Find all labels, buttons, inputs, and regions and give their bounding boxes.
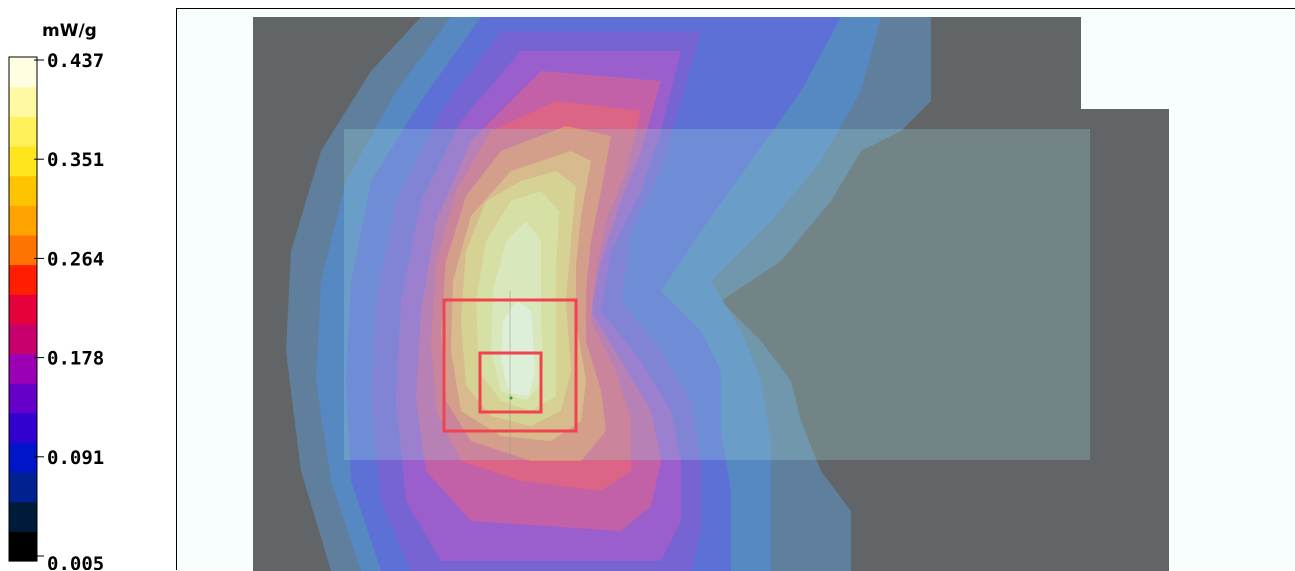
- zoom-scan-inner-cube: [478, 351, 543, 414]
- colorbar-tick-label: 0.437: [47, 50, 104, 72]
- peak-marker: [509, 396, 513, 400]
- colorbar-band: [9, 323, 37, 355]
- colorbar-band: [9, 57, 37, 88]
- zoom-scan-region: [442, 298, 578, 433]
- colorbar-band: [9, 531, 37, 562]
- colorbar-band: [9, 145, 37, 177]
- colorbar-band: [9, 442, 37, 473]
- colorbar-band: [9, 86, 37, 117]
- colorbar-outline: [8, 56, 38, 562]
- colorbar-unit-label: mW/g: [42, 21, 97, 41]
- colorbar-band: [9, 412, 37, 444]
- sar-heatmap: [253, 17, 1169, 571]
- colorbar-band: [9, 205, 37, 236]
- sar-plot-area: [176, 8, 1295, 571]
- colorbar-tick-label: 0.264: [47, 248, 104, 270]
- colorbar-band: [9, 383, 37, 414]
- colorbar-band: [9, 264, 37, 295]
- colorbar-tick-label: 0.351: [47, 149, 104, 171]
- colorbar-legend: mW/g 0.437 0.351 0.264 0.178 0.091 0.005: [8, 21, 104, 570]
- colorbar-tick-label: 0.091: [47, 447, 104, 469]
- colorbar-tick-label: 0.005: [47, 553, 104, 570]
- colorbar-bands: [9, 57, 37, 562]
- colorbar-ticks: 0.437 0.351 0.264 0.178 0.091 0.005: [34, 50, 104, 570]
- colorbar-band: [9, 353, 37, 384]
- colorbar-tick-label: 0.178: [47, 348, 104, 370]
- colorbar-band: [9, 501, 37, 532]
- colorbar-band: [9, 294, 37, 325]
- colorbar-band: [9, 472, 37, 503]
- colorbar-band: [9, 116, 37, 147]
- colorbar-band: [9, 234, 37, 266]
- colorbar-band: [9, 175, 37, 206]
- device-outline: [344, 129, 1090, 460]
